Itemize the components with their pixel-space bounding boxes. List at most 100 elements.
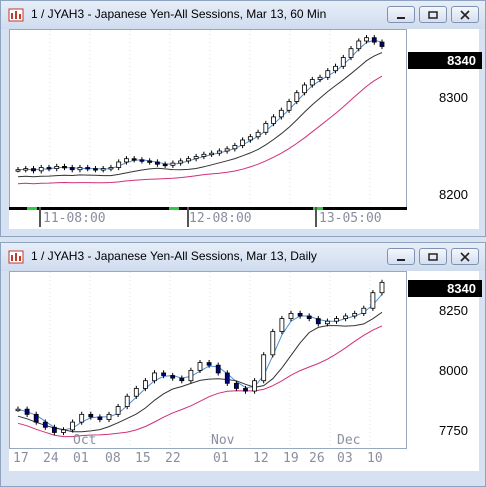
candle-body [139,159,145,162]
candle-body [224,148,230,152]
candle-body [209,152,215,156]
candle-body [278,109,284,118]
candle-body [325,70,331,78]
x-axis-label: 22 [165,451,181,466]
candle-body [286,101,292,111]
candle-body [252,380,258,392]
x-axis-label: 13-05:00 [319,211,382,226]
candle-body [106,413,112,420]
title-bar[interactable]: 1 / JYAH3 - Japanese Yen-All Sessions, M… [1,1,485,29]
candle-body [162,163,168,167]
candle-body [197,362,203,371]
candle-body [315,318,321,325]
chart-app-icon [8,7,24,23]
candle-body [364,37,369,42]
candle-body [201,153,207,157]
candle-body [271,116,276,124]
minimize-icon [397,17,405,19]
candle-body [88,413,94,418]
candle-body [124,158,129,163]
candle-body [24,408,30,415]
x-axis-label: 03 [337,451,353,466]
candle-body [133,388,139,397]
candle-body [97,416,103,420]
candle-body [93,168,98,171]
window-title: 1 / JYAH3 - Japanese Yen-All Sessions, M… [31,7,327,21]
candle-body [54,165,60,169]
candle-body [100,168,106,171]
last-price-badge: 8340 [408,280,482,297]
x-axis-label: 19 [283,451,299,466]
x-month-label: Nov [211,433,235,448]
candle-body [15,408,21,412]
candle-body [147,160,153,163]
time-axis[interactable] [9,207,407,229]
ma-long-line [17,75,383,185]
last-price-badge: 8340 [408,52,482,69]
candle-body [370,292,376,309]
candle-body [270,331,276,356]
ma-short-line [17,39,383,171]
candle-body [188,369,194,382]
chart-app-icon [8,249,24,265]
candle-body [46,167,52,170]
ma-mid-line [17,311,383,433]
candle-body [33,413,39,423]
close-icon [460,252,470,262]
candle-body [302,84,307,94]
candle-body [161,372,167,376]
candle-body [79,413,85,423]
candle-body [294,92,300,102]
candle-body [233,382,239,389]
candle-body [232,145,238,150]
restore-icon [428,11,438,19]
candle-body [306,315,312,319]
minimize-button[interactable] [387,6,415,23]
restore-button[interactable] [419,248,447,265]
candle-body [247,136,253,141]
ma-mid-line [17,52,383,178]
candle-body [69,167,75,171]
chart-window-daily: 1 / JYAH3 - Japanese Yen-All Sessions, M… [0,242,486,487]
candle-body [124,395,130,407]
candle-body [178,160,184,164]
y-axis-label: 8250 [439,303,468,318]
candle-body [131,158,137,161]
price-plot-area[interactable] [9,29,407,229]
restore-button[interactable] [419,6,447,23]
candle-body [309,79,315,86]
y-axis-label: 8000 [439,363,468,378]
x-axis-label: 10 [367,451,383,466]
title-bar[interactable]: 1 / JYAH3 - Japanese Yen-All Sessions, M… [1,243,485,271]
x-axis-label: 15 [135,451,151,466]
restore-icon [428,253,438,261]
candle-body [215,364,221,374]
close-button[interactable] [451,6,479,23]
x-axis-label: 12-08:00 [189,211,252,226]
candle-body [379,41,385,47]
close-icon [460,10,470,20]
price-plot-area[interactable] [9,271,407,449]
candle-body [334,318,339,322]
chart-window-60min: 1 / JYAH3 - Japanese Yen-All Sessions, M… [0,0,486,237]
candle-body [317,76,323,80]
minimize-button[interactable] [387,248,415,265]
price-scale[interactable] [407,271,479,471]
x-axis-label: 17 [13,451,29,466]
candle-body [42,421,48,428]
time-axis[interactable] [9,449,407,471]
candle-body [224,372,230,384]
candle-body [115,406,121,415]
candle-body [62,165,67,169]
candle-body [170,375,176,379]
candle-body [340,57,346,67]
candle-body [379,281,385,294]
candle-body [216,150,222,154]
candle-body [206,362,212,366]
close-button[interactable] [451,248,479,265]
y-axis-label: 8200 [439,187,468,202]
candle-body [263,123,269,133]
candle-body [77,167,83,171]
y-axis-label: 7750 [439,423,468,438]
candle-body [297,313,303,317]
